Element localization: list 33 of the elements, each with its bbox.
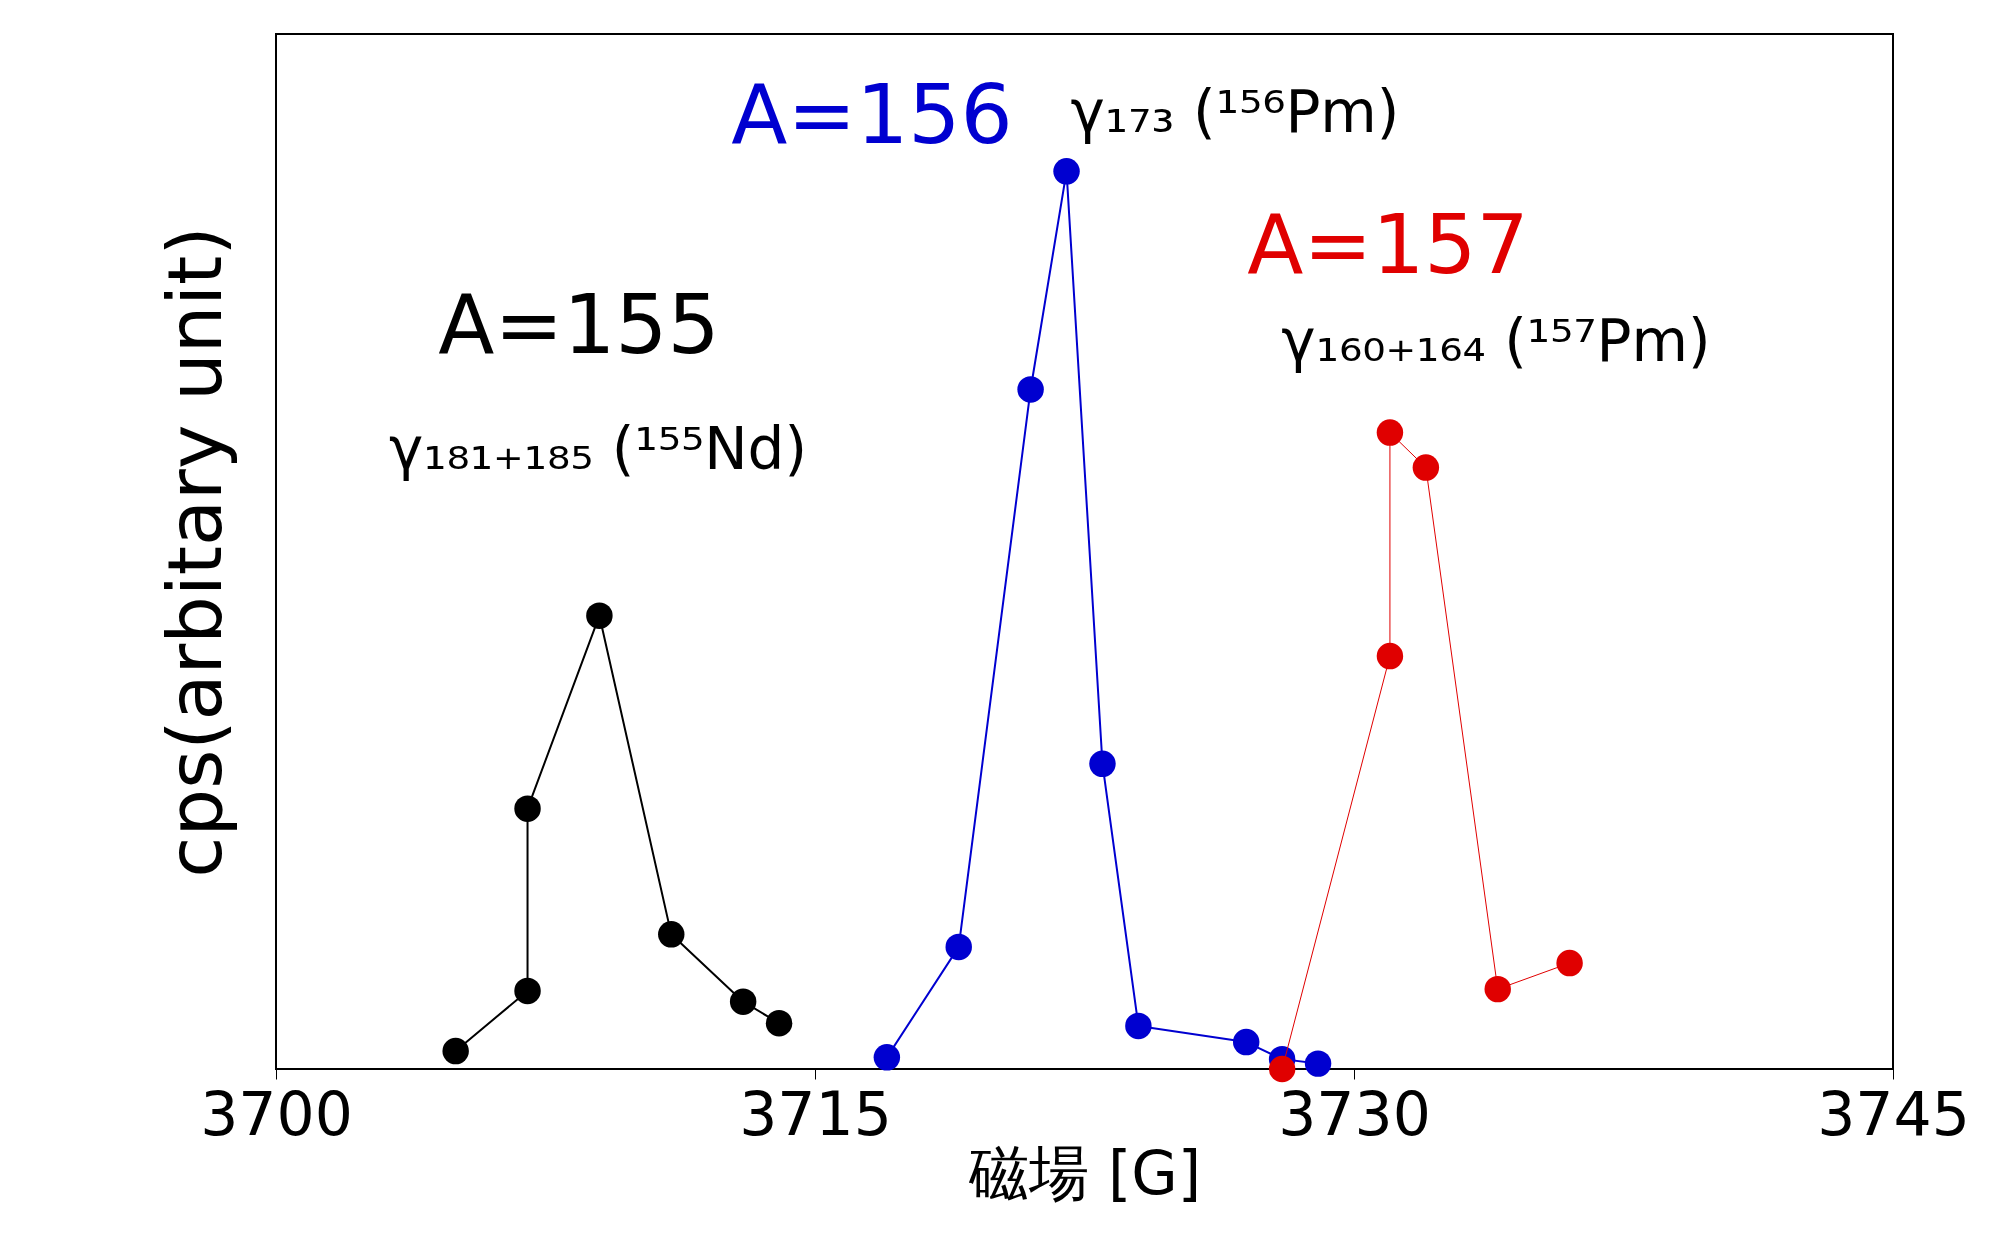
point (729, 988, 757, 1015)
point (1053, 158, 1080, 185)
point (1125, 1012, 1152, 1040)
x-tick-label: 3700 (200, 1078, 353, 1149)
point (765, 1010, 793, 1037)
text: A=155 (438, 277, 720, 372)
annotation: γ₁₆₀₊₁₆₄ (¹⁵⁷Pm) (1281, 307, 1711, 375)
point (873, 1044, 901, 1071)
point (1376, 419, 1404, 446)
point (514, 977, 541, 1005)
annotation: γ₁₈₁₊₁₈₅ (¹⁵⁵Nd) (388, 415, 808, 483)
point (1089, 750, 1116, 777)
x-tick-label: 3745 (1817, 1078, 1970, 1149)
point (1232, 1028, 1260, 1056)
text: γ₁₇₃ (¹⁵⁶Pm) (1070, 78, 1400, 146)
point (1017, 376, 1044, 403)
text: A=157 (1247, 197, 1529, 292)
point (1304, 1050, 1332, 1077)
point (1268, 1055, 1296, 1083)
point (658, 921, 685, 948)
x-tick-label: 3715 (739, 1078, 892, 1149)
point (1412, 454, 1440, 481)
point (514, 795, 541, 822)
x-tick-label: 3730 (1278, 1078, 1431, 1149)
point (442, 1037, 469, 1065)
point (1484, 975, 1511, 1003)
y-axis-title: cps(arbitary unit) (150, 226, 239, 878)
point (586, 602, 613, 629)
point (1376, 642, 1404, 670)
point (945, 933, 972, 961)
x-axis-title: 磁場 [G] (967, 1137, 1202, 1208)
point (1556, 949, 1583, 977)
series-label: A=156 (731, 67, 1013, 162)
